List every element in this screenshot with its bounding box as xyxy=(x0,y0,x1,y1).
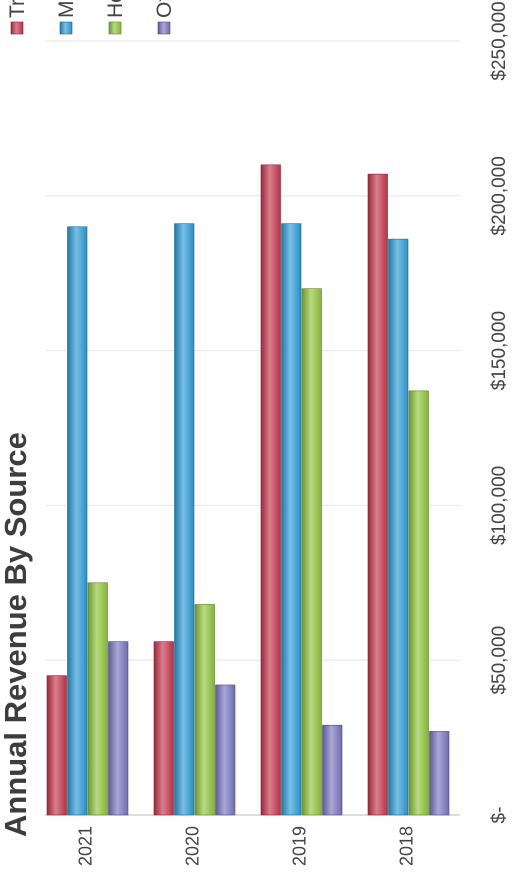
bar-hotel-2020 xyxy=(194,604,215,816)
value-tick-label: $- xyxy=(489,807,510,824)
bar-hotel-2021 xyxy=(87,582,108,816)
legend-swatch xyxy=(108,21,122,35)
category-labels: 2021 2020 2019 2018 xyxy=(75,826,416,866)
bar-mont-2020 xyxy=(174,223,195,816)
bar-mont-2019 xyxy=(281,223,302,816)
chart-title: Annual Revenue By Source xyxy=(0,432,33,837)
category-label: 2020 xyxy=(182,826,202,866)
value-tick-label: $50,000 xyxy=(489,626,510,695)
bar-hotel-2019 xyxy=(301,288,322,816)
bar-othe-2018 xyxy=(429,731,450,816)
bar-mont-2021 xyxy=(67,226,88,816)
bar-othe-2019 xyxy=(322,724,343,816)
bar-hotel-2018 xyxy=(408,390,429,816)
legend-swatch xyxy=(10,21,24,35)
bar-othe-2020 xyxy=(215,684,236,816)
bar-trans-2019 xyxy=(260,164,281,816)
category-label: 2021 xyxy=(75,826,95,866)
value-tick-label: $150,000 xyxy=(489,311,510,390)
value-tick-label: $250,000 xyxy=(489,1,510,80)
category-label: 2019 xyxy=(289,826,309,866)
value-tick-label: $200,000 xyxy=(489,156,510,235)
legend-swatch xyxy=(59,21,73,35)
legend-label: Mont xyxy=(55,0,78,18)
value-tick-label: $100,000 xyxy=(489,466,510,545)
bar-trans-2018 xyxy=(367,173,388,816)
bars xyxy=(46,164,450,816)
legend-swatch xyxy=(157,21,171,35)
legend: Trans Mont Hotel Othe xyxy=(6,0,176,35)
category-label: 2018 xyxy=(396,826,416,866)
bar-trans-2020 xyxy=(153,641,174,816)
bar-trans-2021 xyxy=(46,675,67,816)
legend-label: Hotel xyxy=(104,0,127,18)
legend-label: Trans xyxy=(6,0,29,18)
bar-mont-2018 xyxy=(388,238,409,816)
value-tick-labels: $- $50,000 $100,000 $150,000 $200,000 $250,00… xyxy=(489,1,510,823)
legend-label: Othe xyxy=(153,0,176,18)
bar-othe-2021 xyxy=(108,641,129,816)
